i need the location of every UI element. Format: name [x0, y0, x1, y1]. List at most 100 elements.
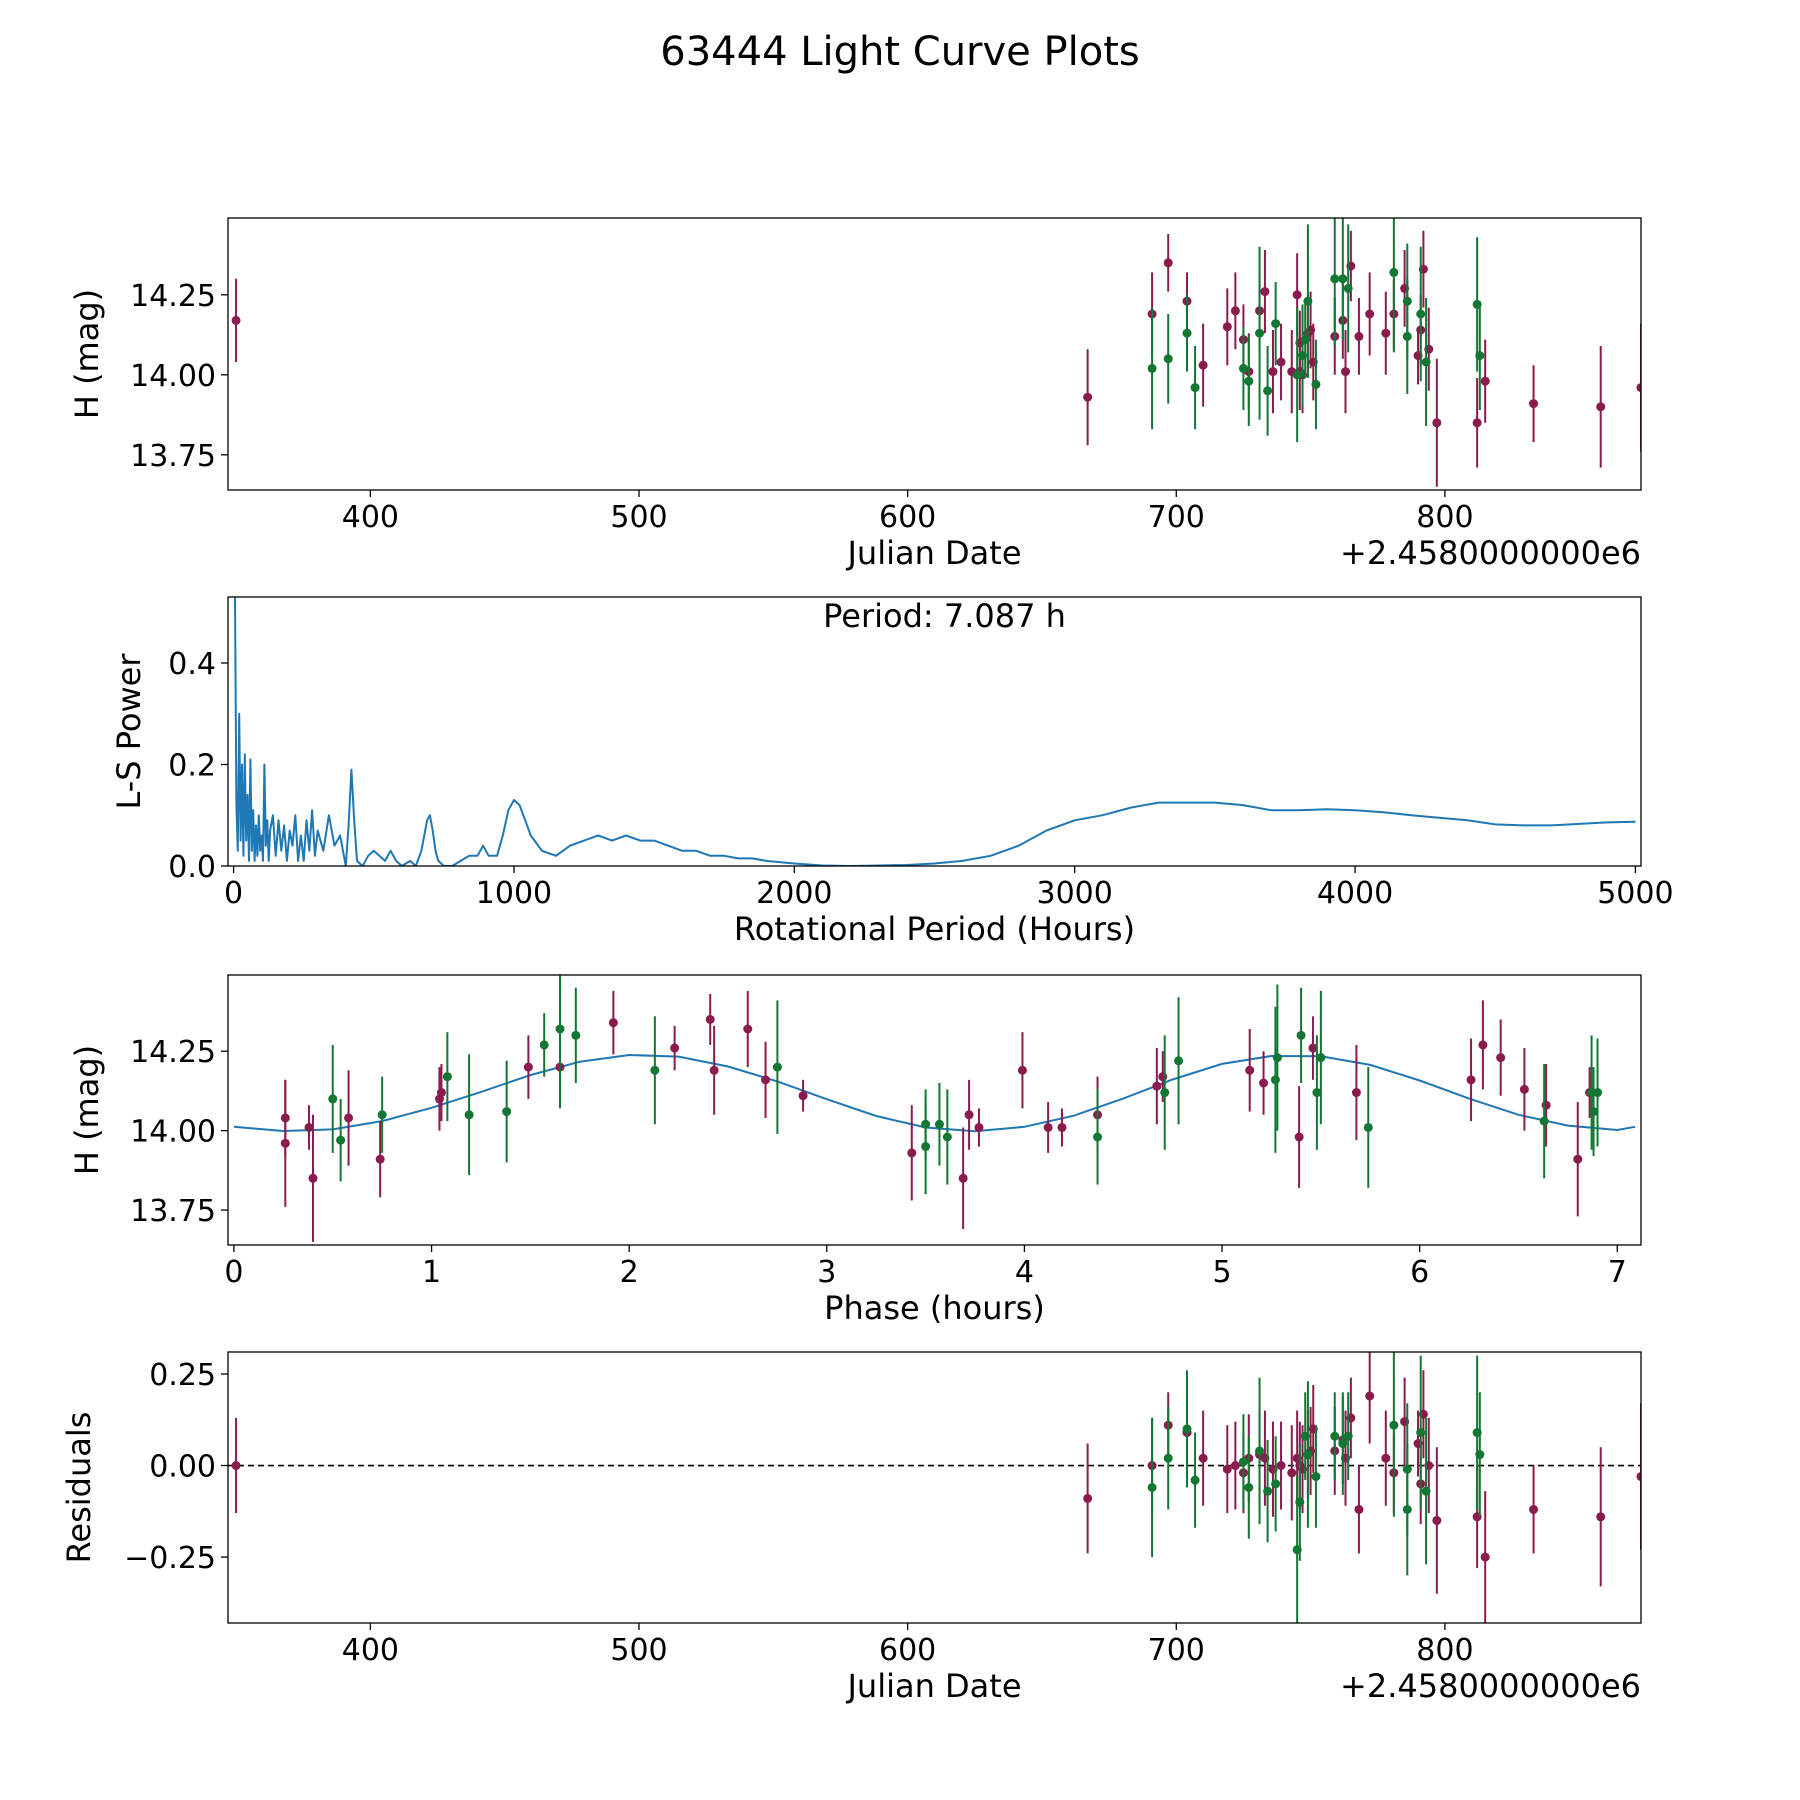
filter-green-point	[502, 1060, 512, 1163]
filter-red-point	[344, 1070, 354, 1166]
filter-green-point	[1292, 307, 1302, 442]
filter-red-point	[1496, 1019, 1506, 1096]
filter-red-point	[1529, 1465, 1539, 1554]
data-marker	[1480, 1552, 1490, 1562]
data-marker	[1017, 1065, 1027, 1075]
data-marker	[1294, 1132, 1304, 1142]
filter-red-point	[798, 1079, 808, 1112]
x-offset-label: +2.4580000000e6	[1340, 534, 1641, 572]
x-tick-label: 800	[1416, 500, 1473, 535]
data-marker	[1303, 296, 1313, 306]
data-marker	[1238, 363, 1248, 373]
data-marker	[1043, 1122, 1053, 1132]
x-tick-label: 1000	[476, 876, 552, 911]
filter-red-point	[1636, 323, 1641, 452]
filter-green-point	[772, 1000, 782, 1134]
data-marker	[1311, 379, 1321, 389]
data-marker	[377, 1110, 387, 1120]
y-tick-label: 0.0	[168, 850, 216, 885]
data-marker	[1255, 1446, 1265, 1456]
data-marker	[1182, 1424, 1192, 1434]
filter-green-point	[1093, 1089, 1103, 1185]
data-marker	[1416, 309, 1426, 319]
filter-green-point	[1311, 339, 1321, 430]
filter-red-point	[1478, 1000, 1488, 1090]
filter-green-point	[1330, 1392, 1340, 1481]
data-marker	[1163, 258, 1173, 268]
y-tick-label: −0.25	[124, 1541, 216, 1576]
x-tick-label: 500	[610, 1633, 667, 1668]
data-marker	[1190, 1475, 1200, 1485]
filter-green-point	[1316, 990, 1326, 1125]
model-fit-curve	[233, 1053, 1636, 1133]
filter-red-point	[670, 1025, 680, 1071]
data-marker	[1402, 1464, 1412, 1474]
filter-green-point	[1389, 1352, 1399, 1517]
x-tick-label: 6	[1410, 1255, 1429, 1290]
x-tick-label: 4000	[1317, 876, 1393, 911]
filter-green-point	[442, 1032, 452, 1122]
x-tick-label: 600	[879, 1633, 936, 1668]
data-marker	[555, 1024, 565, 1034]
filter-green-point	[1389, 218, 1399, 353]
filter-green-point	[1255, 246, 1265, 420]
filter-red-point	[907, 1105, 917, 1201]
data-marker	[1363, 1122, 1373, 1132]
filter-red-point	[1541, 1063, 1551, 1147]
filter-green-point	[921, 1089, 931, 1160]
periodogram-x-axis-label: Rotational Period (Hours)	[734, 910, 1135, 948]
data-marker	[1083, 392, 1093, 402]
data-marker	[1338, 274, 1348, 284]
filter-green-point	[1330, 218, 1340, 346]
data-marker	[1354, 331, 1364, 341]
data-marker	[375, 1154, 385, 1164]
data-marker	[1381, 1453, 1391, 1463]
data-marker	[231, 315, 241, 325]
data-marker	[1296, 1030, 1306, 1040]
filter-red-point	[1287, 1425, 1297, 1521]
data-marker	[1263, 386, 1273, 396]
data-marker	[1272, 1053, 1282, 1063]
data-marker	[1147, 363, 1157, 373]
filter-green-point	[1303, 224, 1313, 378]
data-marker	[1389, 267, 1399, 277]
filter-red-point	[1432, 358, 1442, 487]
data-marker	[1416, 1428, 1426, 1438]
data-marker	[1573, 1154, 1583, 1164]
panel-phased: 0 1 2 3 4 5 6 7 13.75 14.00 14.25 Phase (hours) H (m…	[68, 974, 1642, 1327]
phased-plot-area	[233, 975, 1636, 1242]
lightcurve-x-axis-label: Julian Date	[845, 534, 1021, 572]
data-marker	[1260, 287, 1270, 297]
periodogram-y-axis-label: L-S Power	[110, 653, 148, 810]
filter-green-point	[1272, 984, 1282, 1131]
filter-red-point	[1222, 288, 1232, 366]
data-marker	[1316, 1053, 1326, 1063]
filter-green-point	[1238, 1414, 1248, 1510]
filter-green-point	[650, 1016, 660, 1125]
x-tick-label: 3000	[1036, 876, 1112, 911]
filter-red-point	[1308, 1016, 1318, 1080]
data-marker	[1466, 1075, 1476, 1085]
residuals-plot-area	[228, 1352, 1641, 1623]
filter-green-point	[1402, 1403, 1412, 1536]
filter-green-point	[1539, 1063, 1549, 1179]
filter-red-point	[1198, 323, 1208, 407]
filter-green-point	[1421, 1417, 1431, 1565]
data-marker	[1057, 1122, 1067, 1132]
x-tick-label: 7	[1608, 1255, 1627, 1290]
data-marker	[1402, 296, 1412, 306]
filter-red-point	[434, 1067, 444, 1131]
filter-red-point	[958, 1127, 968, 1230]
x-tick-label: 400	[342, 1633, 399, 1668]
filter-red-point	[1636, 1403, 1641, 1550]
period-annotation: Period: 7.087 h	[823, 597, 1066, 635]
data-marker	[1519, 1084, 1529, 1094]
data-marker	[1244, 376, 1254, 386]
filter-green-point	[328, 1044, 338, 1153]
data-marker	[1268, 367, 1278, 377]
filter-green-point	[1303, 1381, 1313, 1528]
filter-red-point	[1276, 1421, 1286, 1510]
y-tick-label: 0.4	[168, 647, 216, 682]
data-marker	[539, 1040, 549, 1050]
